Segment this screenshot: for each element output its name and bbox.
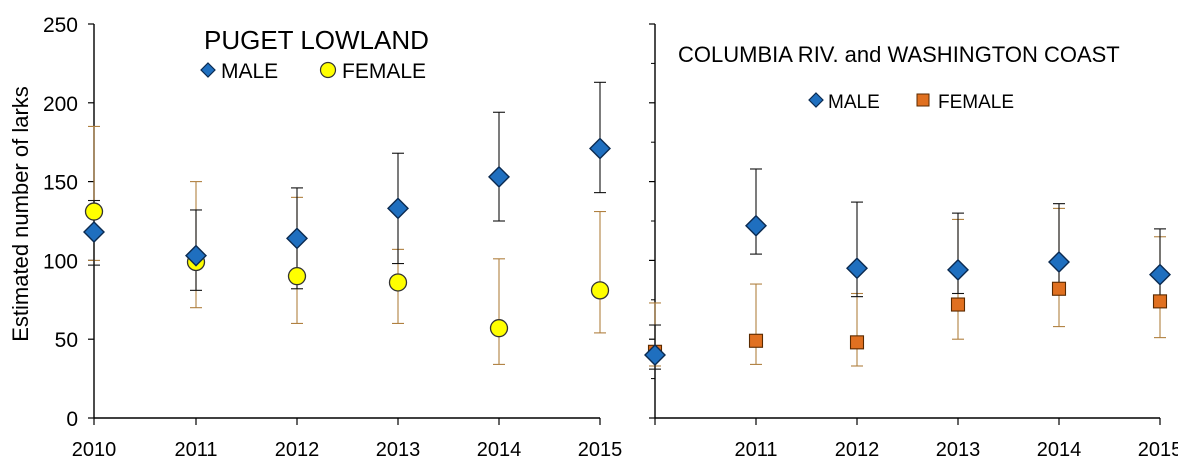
- male-point: [1149, 263, 1171, 286]
- panel2-legend-male-label: MALE: [828, 92, 880, 113]
- error-bar: [594, 210, 606, 334]
- x-tick-label: 2011: [734, 439, 777, 461]
- error-bar: [851, 292, 863, 367]
- male-point: [83, 221, 105, 244]
- panel2-legend-male-marker: [808, 92, 824, 108]
- panel-columbia-washington: 2011 2012 2013 2014 2015 COLUMBIA RIV. and W…: [644, 23, 1178, 461]
- panel2-ticks: 2011 2012 2013 2014 2015: [649, 23, 1178, 461]
- y-tick-label: 200: [43, 93, 78, 116]
- error-bar: [750, 283, 762, 365]
- x-tick-label: 2015: [1138, 439, 1178, 461]
- male-point: [745, 214, 767, 237]
- male-point: [947, 258, 969, 281]
- male-point: [488, 165, 510, 188]
- y-tick-label: 100: [43, 250, 78, 273]
- x-tick-label: 2011: [174, 439, 217, 461]
- male-point: [387, 197, 409, 220]
- x-tick-label: 2012: [275, 439, 320, 461]
- panel1-legend-male-marker: [200, 62, 216, 78]
- error-bar: [851, 201, 863, 298]
- female-point: [84, 202, 104, 221]
- y-tick-label: 250: [43, 14, 78, 37]
- panel2-marks: [644, 168, 1171, 370]
- female-point: [748, 333, 764, 348]
- female-point: [1152, 294, 1168, 309]
- y-axis-label: Estimated number of larks: [8, 86, 33, 342]
- male-point: [286, 227, 308, 250]
- error-bar: [594, 81, 606, 194]
- panel1-ticks: 0 50 100 150 200 250 2010 2011 2012 2013 2014 2015: [43, 14, 622, 461]
- male-point: [185, 244, 207, 267]
- panel2-legend: MALE FEMALE: [808, 92, 1014, 113]
- female-point: [287, 267, 307, 286]
- error-bar: [750, 168, 762, 255]
- x-tick-label: 2013: [376, 439, 421, 461]
- x-tick-label: 2010: [72, 439, 117, 461]
- female-point: [489, 319, 509, 338]
- error-bar: [1053, 203, 1065, 291]
- y-tick-label: 50: [55, 329, 78, 352]
- panel1-title: PUGET LOWLAND: [204, 25, 429, 55]
- male-point: [644, 343, 666, 366]
- female-point: [590, 281, 610, 300]
- x-tick-label: 2012: [835, 439, 880, 461]
- error-bar: [952, 212, 964, 295]
- male-point: [846, 257, 868, 280]
- error-bar: [493, 258, 505, 365]
- female-point: [388, 273, 408, 292]
- female-point: [849, 335, 865, 350]
- x-tick-label: 2013: [936, 439, 981, 461]
- x-tick-label: 2014: [477, 439, 522, 461]
- male-point: [1048, 250, 1070, 273]
- male-point: [589, 137, 611, 160]
- y-tick-label: 0: [66, 408, 78, 431]
- x-tick-label: 2014: [1037, 439, 1082, 461]
- panel1-legend-female-marker: [319, 61, 337, 79]
- panel1-marks: [83, 81, 611, 365]
- female-point: [950, 297, 966, 312]
- female-point: [1051, 281, 1067, 296]
- x-tick-label: 2015: [578, 439, 623, 461]
- panel2-legend-female-marker: [916, 93, 930, 107]
- panel2-legend-female-label: FEMALE: [938, 92, 1014, 113]
- panel1-legend-male-label: MALE: [221, 60, 278, 83]
- panel1-legend: MALE FEMALE: [200, 60, 426, 83]
- panel2-title: COLUMBIA RIV. and WASHINGTON COAST: [678, 42, 1120, 67]
- y-tick-label: 150: [43, 172, 78, 195]
- panel1-legend-female-label: FEMALE: [342, 60, 426, 83]
